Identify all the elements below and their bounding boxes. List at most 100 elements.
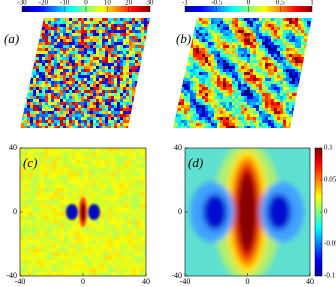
noise-cell <box>141 105 144 108</box>
noise-cell <box>187 87 190 90</box>
noise-cell <box>217 33 220 36</box>
noise-cell <box>214 84 217 87</box>
noise-cell <box>247 33 250 36</box>
noise-cell <box>223 63 226 66</box>
noise-cell <box>40 184 44 188</box>
noise-cell <box>88 184 92 188</box>
noise-cell <box>141 72 144 75</box>
noise-cell <box>268 105 271 108</box>
noise-cell <box>135 18 138 21</box>
noise-cell <box>298 48 301 51</box>
noise-cell <box>277 96 280 99</box>
noise-cell <box>108 117 111 120</box>
noise-cell <box>48 66 51 69</box>
noise-cell <box>21 123 24 126</box>
noise-cell <box>72 72 75 75</box>
noise-cell <box>63 60 66 63</box>
noise-cell <box>295 39 298 42</box>
noise-cell <box>190 75 193 78</box>
noise-cell <box>108 93 111 96</box>
noise-cell <box>96 105 99 108</box>
noise-cell <box>150 63 153 66</box>
noise-cell <box>138 105 141 108</box>
noise-cell <box>18 27 21 30</box>
noise-cell <box>132 152 136 156</box>
noise-cell <box>199 60 202 63</box>
noise-cell <box>250 93 253 96</box>
noise-cell <box>193 90 196 93</box>
noise-cell <box>280 102 283 105</box>
noise-cell <box>310 33 313 36</box>
noise-cell <box>87 93 90 96</box>
noise-cell <box>259 114 262 117</box>
noise-cell <box>51 102 54 105</box>
noise-cell <box>108 156 112 160</box>
noise-cell <box>36 204 40 208</box>
noise-cell <box>147 21 150 24</box>
noise-cell <box>99 39 102 42</box>
noise-cell <box>111 51 114 54</box>
noise-cell <box>132 272 136 276</box>
noise-cell <box>90 81 93 84</box>
noise-cell <box>253 75 256 78</box>
noise-cell <box>140 232 144 236</box>
noise-cell <box>114 45 117 48</box>
noise-cell <box>68 244 72 248</box>
noise-cell <box>93 99 96 102</box>
noise-cell <box>51 42 54 45</box>
noise-cell <box>298 63 301 66</box>
noise-cell <box>178 54 181 57</box>
noise-cell <box>100 268 104 272</box>
noise-cell <box>52 188 56 192</box>
noise-cell <box>274 60 277 63</box>
noise-cell <box>96 236 100 240</box>
noise-cell <box>108 126 111 129</box>
noise-cell <box>75 105 78 108</box>
noise-cell <box>60 256 64 260</box>
noise-cell <box>132 236 136 240</box>
noise-cell <box>36 102 39 105</box>
noise-cell <box>235 78 238 81</box>
noise-cell <box>90 75 93 78</box>
noise-cell <box>138 27 141 30</box>
noise-cell <box>301 84 304 87</box>
noise-cell <box>104 220 108 224</box>
noise-cell <box>184 99 187 102</box>
noise-cell <box>262 24 265 27</box>
noise-cell <box>307 114 310 117</box>
noise-cell <box>72 99 75 102</box>
noise-cell <box>84 102 87 105</box>
noise-cell <box>48 105 51 108</box>
noise-cell <box>280 60 283 63</box>
noise-cell <box>217 63 220 66</box>
noise-cell <box>64 248 68 252</box>
noise-cell <box>72 102 75 105</box>
noise-cell <box>116 268 120 272</box>
noise-cell <box>265 42 268 45</box>
noise-cell <box>66 111 69 114</box>
noise-cell <box>241 24 244 27</box>
noise-cell <box>104 240 108 244</box>
noise-cell <box>128 220 132 224</box>
noise-cell <box>84 57 87 60</box>
noise-cell <box>181 60 184 63</box>
noise-cell <box>33 39 36 42</box>
noise-cell <box>48 51 51 54</box>
noise-cell <box>108 228 112 232</box>
noise-cell <box>175 27 178 30</box>
noise-cell <box>289 84 292 87</box>
noise-cell <box>87 120 90 123</box>
noise-cell <box>40 160 44 164</box>
noise-cell <box>84 268 88 272</box>
noise-cell <box>99 66 102 69</box>
noise-cell <box>268 96 271 99</box>
noise-cell <box>96 33 99 36</box>
noise-cell <box>304 120 307 123</box>
noise-cell <box>132 148 136 152</box>
noise-cell <box>72 90 75 93</box>
noise-cell <box>114 39 117 42</box>
noise-cell <box>238 60 241 63</box>
noise-cell <box>226 60 229 63</box>
noise-cell <box>199 105 202 108</box>
noise-cell <box>132 268 136 272</box>
